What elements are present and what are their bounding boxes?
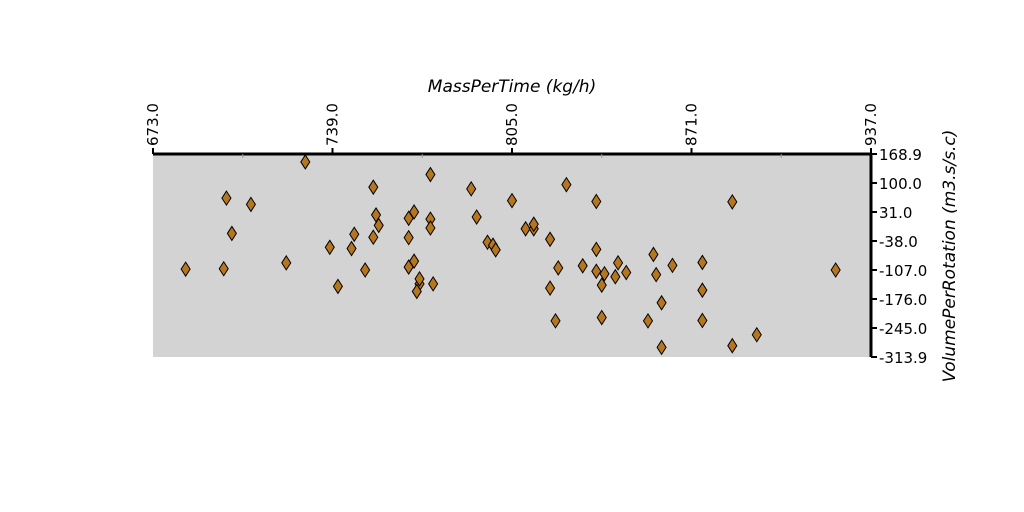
data-point: [408, 253, 420, 270]
data-point: [425, 220, 436, 236]
data-point: [221, 190, 232, 207]
data-point: [482, 234, 493, 251]
data-point: [360, 262, 371, 278]
data-point: [577, 257, 588, 274]
data-point: [656, 294, 667, 311]
data-point: [180, 261, 191, 278]
data-point: [596, 277, 607, 294]
data-point: [697, 282, 708, 299]
y-tick-label: -245.0: [879, 320, 927, 338]
data-point: [621, 264, 632, 281]
x-tick-label: 871.0: [683, 103, 701, 146]
data-point: [471, 209, 482, 225]
data-point: [408, 204, 420, 220]
y-tick-label: -313.9: [879, 349, 927, 367]
data-points: [180, 154, 841, 356]
data-point: [346, 240, 357, 257]
data-point: [226, 225, 237, 242]
x-axis-ticks: 673.0 739.0 805.0 871.0 937.0: [144, 103, 880, 158]
data-point: [561, 176, 572, 193]
plot-area: [153, 154, 871, 357]
data-point: [648, 246, 659, 263]
data-point: [830, 262, 841, 278]
data-point: [324, 239, 335, 256]
data-point: [550, 312, 561, 329]
data-point: [591, 263, 602, 280]
data-point: [332, 278, 344, 295]
x-tick-label: 673.0: [144, 103, 162, 146]
data-point: [300, 154, 311, 170]
y-tick-label: 31.0: [879, 204, 912, 222]
data-point: [642, 312, 654, 329]
y-tick-label: 168.9: [879, 146, 922, 164]
data-point: [403, 229, 414, 246]
y-tick-label: -38.0: [879, 233, 918, 251]
y-tick-label: -176.0: [879, 291, 927, 309]
data-point: [697, 254, 708, 271]
data-point: [245, 196, 257, 213]
data-point: [528, 216, 539, 233]
data-point: [490, 241, 501, 258]
data-point: [368, 229, 379, 246]
data-point: [697, 312, 708, 329]
data-point: [656, 339, 667, 356]
data-point: [414, 270, 425, 287]
data-point: [428, 275, 439, 292]
data-point: [281, 254, 292, 271]
data-point: [727, 193, 738, 210]
data-point: [599, 265, 610, 282]
data-point: [667, 257, 678, 274]
y-tick-label: 100.0: [879, 175, 922, 193]
data-point: [612, 254, 624, 271]
x-tick-label: 937.0: [862, 103, 880, 146]
data-point: [751, 326, 762, 343]
y-axis-label: VolumePerRotation (m3.s/s.c): [940, 130, 960, 383]
data-point: [506, 192, 518, 209]
data-point: [349, 226, 360, 243]
y-tick-label: -107.0: [879, 262, 927, 280]
x-tick-label: 739.0: [324, 103, 342, 146]
y-axis-ticks: 168.9 100.0 31.0 -38.0 -107.0 -176.0 -245.0 -31…: [871, 146, 927, 367]
x-axis-label: MassPerTime (kg/h): [428, 77, 596, 97]
data-point: [591, 193, 602, 210]
data-point: [544, 231, 556, 248]
data-point: [373, 217, 384, 234]
data-point: [425, 166, 436, 183]
data-point: [610, 268, 621, 285]
data-point: [466, 180, 477, 197]
data-point: [520, 220, 531, 237]
data-point: [218, 260, 229, 277]
data-point: [544, 280, 556, 297]
data-point: [368, 179, 379, 196]
data-point: [553, 259, 564, 276]
data-point: [591, 241, 602, 258]
data-point: [596, 309, 607, 326]
data-point: [411, 283, 422, 300]
x-tick-label: 805.0: [503, 103, 521, 146]
data-point: [651, 266, 662, 283]
data-point: [727, 337, 738, 354]
